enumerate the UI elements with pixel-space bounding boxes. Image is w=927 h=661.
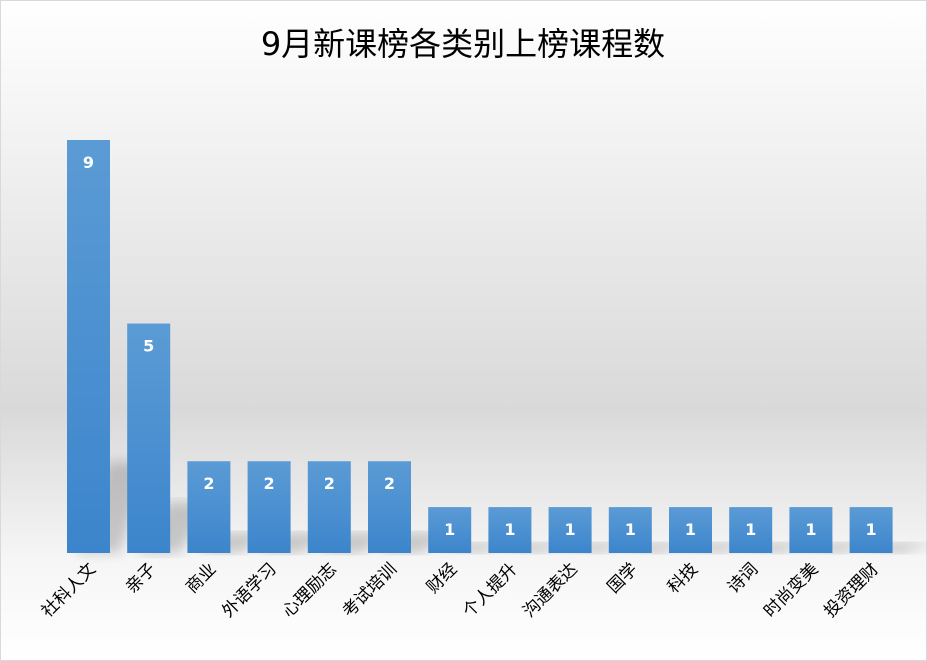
data-label: 5: [143, 337, 154, 356]
data-label: 2: [384, 474, 395, 493]
data-label: 2: [264, 474, 275, 493]
bar-财经: [428, 507, 472, 553]
bar-社科人文: [67, 140, 110, 553]
data-label: 1: [745, 520, 756, 539]
bar-沟通表达: [548, 507, 592, 553]
chart-title: 9月新课榜各类别上榜课程数: [261, 25, 665, 63]
data-label: 1: [565, 520, 576, 539]
bar-心理励志: [307, 461, 351, 553]
bar-诗词: [729, 507, 773, 553]
data-label: 9: [83, 153, 94, 172]
bar-科技: [669, 507, 712, 553]
data-label: 2: [324, 474, 335, 493]
bar-考试培训: [368, 461, 411, 553]
data-label: 1: [625, 520, 636, 539]
data-label: 1: [866, 520, 877, 539]
data-label: 2: [203, 474, 214, 493]
bar-商业: [187, 461, 231, 553]
bar-国学: [608, 507, 652, 553]
data-label: 1: [504, 520, 515, 539]
bar-投资理财: [849, 507, 893, 553]
data-label: 1: [444, 520, 455, 539]
bar-亲子: [127, 323, 171, 553]
bar-个人提升: [488, 507, 532, 553]
bar-时尚变美: [789, 507, 833, 553]
data-label: 1: [805, 520, 816, 539]
data-label: 1: [685, 520, 696, 539]
bar-外语学习: [247, 461, 291, 553]
